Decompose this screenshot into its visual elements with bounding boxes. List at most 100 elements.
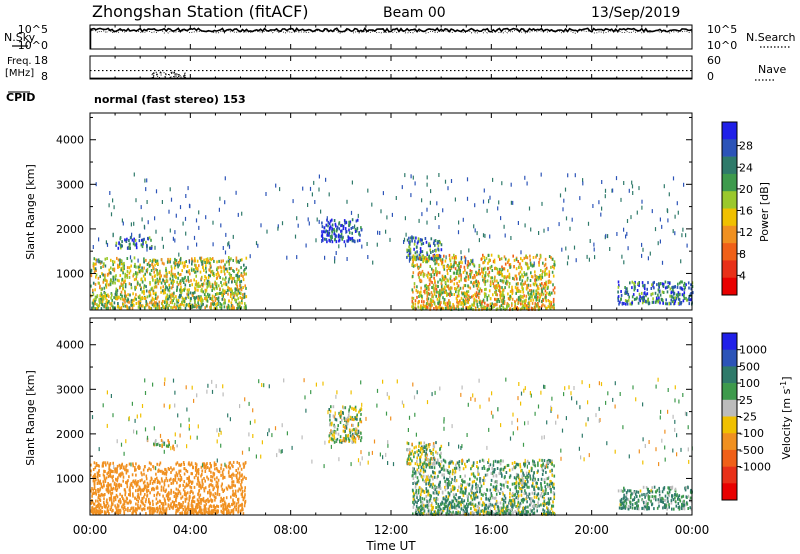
echo-cell — [159, 277, 161, 280]
echo-cell — [209, 261, 212, 265]
echo-cell — [417, 237, 420, 241]
echo-cell — [440, 259, 442, 263]
echo-cell — [498, 272, 500, 276]
echo-cell — [465, 275, 467, 279]
echo-cell — [188, 461, 190, 465]
echo-cell — [237, 291, 239, 295]
echo-cell — [470, 280, 472, 284]
echo-cell — [495, 287, 497, 290]
echo-cell — [164, 291, 166, 295]
echo-cell — [186, 491, 189, 495]
echo-cell — [195, 466, 198, 469]
echo-cell — [183, 303, 185, 307]
echo-cell — [176, 285, 179, 289]
echo-cell — [188, 288, 190, 292]
echo-cell — [207, 477, 210, 481]
echo-cell — [184, 216, 187, 221]
echo-cell — [484, 282, 486, 286]
echo-cell — [647, 281, 649, 285]
echo-cell — [356, 229, 358, 233]
nave-point — [152, 73, 154, 75]
echo-cell — [526, 500, 528, 504]
echo-cell — [128, 282, 131, 286]
echo-cell — [408, 447, 411, 451]
echo-cell — [95, 499, 97, 503]
echo-cell — [478, 281, 480, 285]
echo-cell — [326, 216, 328, 221]
echo-cell — [422, 272, 425, 276]
echo-cell — [229, 486, 232, 490]
echo-cell — [488, 289, 491, 293]
echo-cell — [97, 472, 100, 476]
echo-cell — [235, 298, 238, 302]
echo-cell — [121, 297, 124, 301]
echo-cell — [324, 237, 326, 241]
echo-cell — [132, 242, 135, 246]
echo-cell — [327, 224, 329, 228]
echo-cell — [139, 492, 142, 496]
echo-cell — [235, 502, 238, 506]
echo-cell — [352, 226, 354, 229]
echo-cell — [428, 272, 431, 276]
echo-cell — [470, 272, 472, 276]
echo-cell — [548, 300, 551, 303]
echo-cell — [202, 302, 204, 306]
echo-cell — [421, 269, 424, 273]
echo-cell — [450, 179, 453, 183]
echo-cell — [325, 229, 328, 233]
echo-cell — [101, 303, 104, 307]
echo-cell — [194, 303, 196, 307]
echo-cell — [219, 276, 221, 279]
echo-cell — [522, 300, 524, 304]
echo-cell — [487, 266, 489, 270]
echo-cell — [215, 480, 218, 484]
echo-cell — [360, 412, 362, 416]
echo-cell — [483, 280, 485, 284]
echo-cell — [328, 238, 330, 242]
echo-cell — [488, 504, 490, 508]
echo-cell — [127, 298, 130, 302]
echo-cell — [636, 296, 638, 300]
echo-cell — [118, 473, 120, 477]
echo-cell — [505, 276, 507, 280]
echo-cell — [470, 306, 473, 310]
echo-cell — [425, 451, 427, 455]
echo-cell — [183, 467, 186, 471]
echo-cell — [194, 300, 196, 304]
echo-cell — [484, 259, 486, 263]
echo-cell — [453, 293, 456, 296]
echo-cell — [533, 292, 535, 296]
echo-cell — [134, 287, 136, 291]
echo-cell — [174, 238, 176, 243]
echo-cell — [521, 267, 523, 271]
echo-cell — [427, 271, 430, 275]
echo-cell — [360, 407, 363, 411]
echo-cell — [503, 267, 505, 271]
echo-cell — [468, 248, 470, 253]
echo-cell — [178, 507, 180, 511]
echo-cell — [495, 267, 498, 271]
echo-cell — [232, 510, 235, 513]
echo-cell — [208, 261, 211, 265]
echo-cell — [562, 207, 564, 212]
echo-cell — [456, 269, 458, 273]
echo-cell — [422, 450, 424, 453]
echo-cell — [683, 283, 685, 287]
echo-cell — [547, 305, 550, 309]
echo-cell — [220, 504, 222, 508]
echo-cell — [94, 466, 97, 470]
echo-cell — [229, 272, 231, 276]
echo-cell — [348, 224, 350, 228]
echo-cell — [208, 268, 210, 272]
echo-cell — [484, 266, 486, 270]
echo-cell — [652, 284, 654, 288]
echo-cell — [133, 303, 135, 307]
echo-cell — [353, 438, 355, 441]
echo-cell — [266, 229, 268, 234]
echo-cell — [120, 464, 122, 468]
nave-point — [177, 77, 178, 79]
echo-cell — [95, 504, 98, 508]
echo-cell — [359, 233, 361, 237]
echo-cell — [647, 302, 650, 306]
echo-cell — [123, 500, 125, 504]
